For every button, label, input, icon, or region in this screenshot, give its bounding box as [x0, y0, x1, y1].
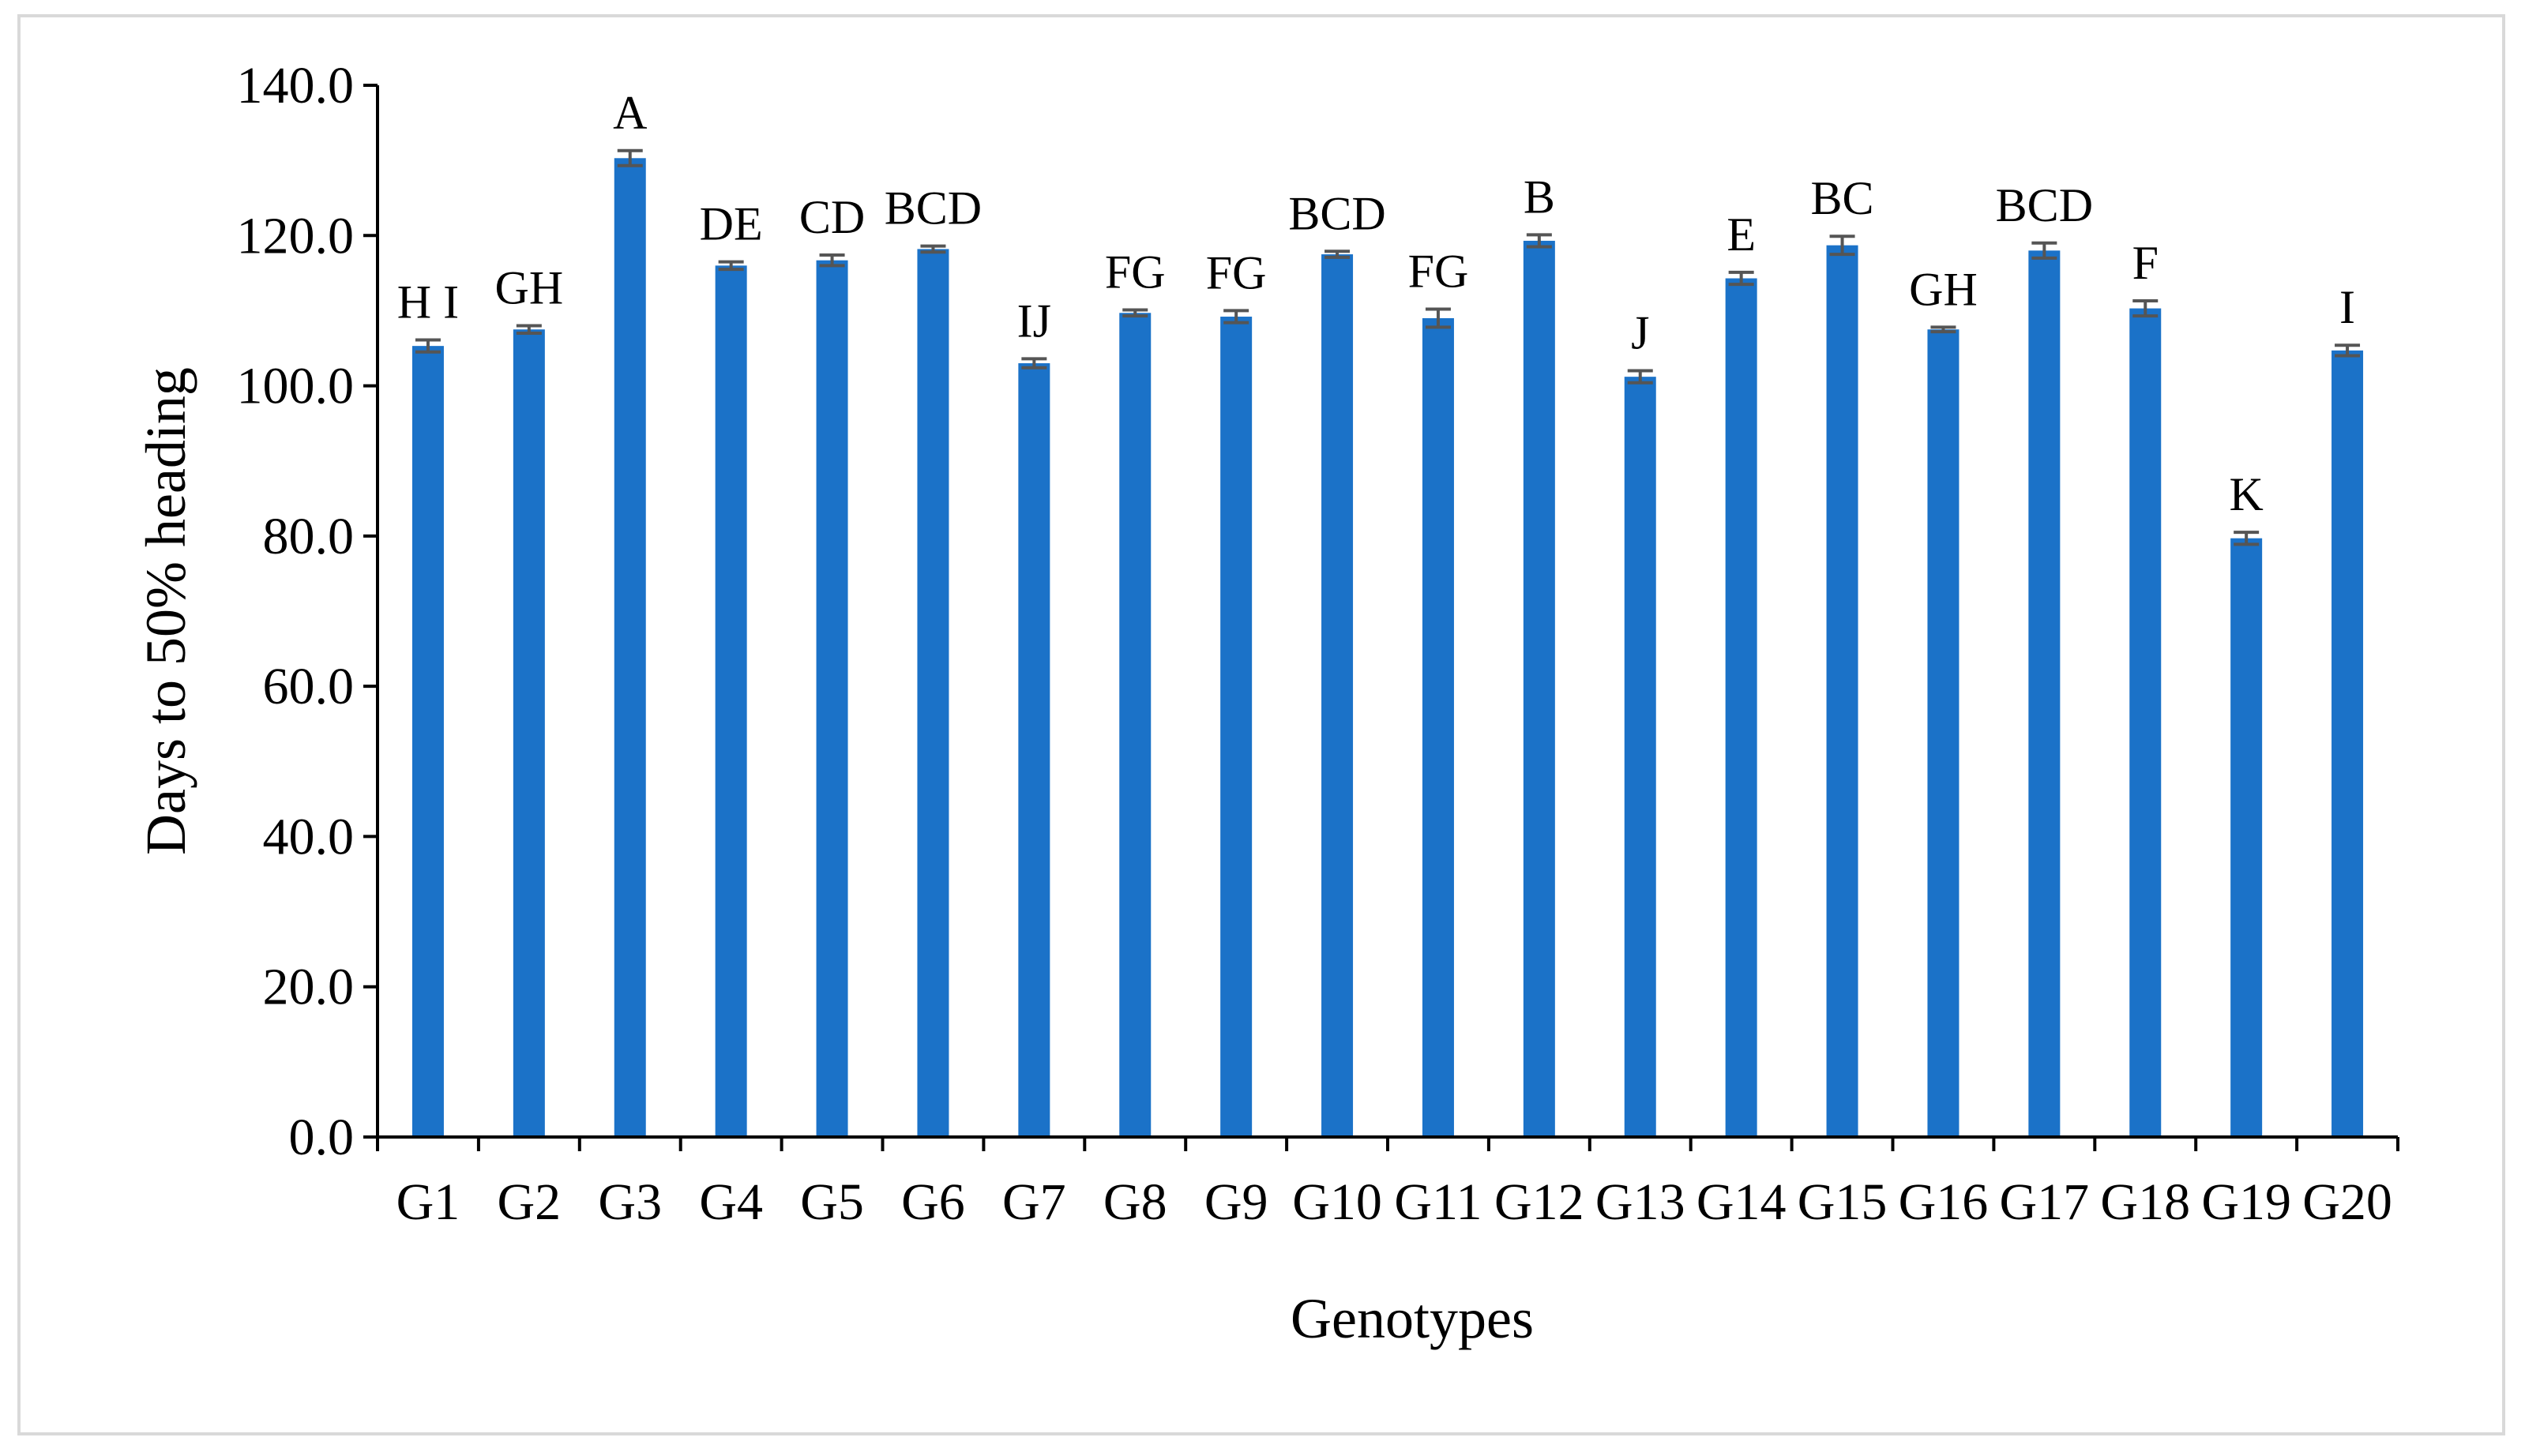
error-bar-g20: [2335, 343, 2361, 358]
bar-g2: [513, 329, 545, 1137]
significance-letter-g4: DE: [700, 198, 763, 250]
bar-g8: [1119, 313, 1152, 1138]
x-tick-label-g13: G13: [1595, 1173, 1685, 1231]
y-tick-label: 40.0: [263, 808, 355, 865]
significance-letter-g13: J: [1631, 307, 1649, 359]
y-tick-label: 140.0: [237, 57, 355, 114]
x-tick-label-g5: G5: [800, 1173, 864, 1231]
error-bar-g5: [819, 253, 845, 268]
x-tick-label-g12: G12: [1494, 1173, 1584, 1231]
y-tick-label: 0.0: [289, 1109, 355, 1166]
x-tick-label-g11: G11: [1394, 1173, 1482, 1231]
significance-letter-g5: CD: [799, 191, 865, 243]
error-bar-g16: [1930, 325, 1956, 334]
x-tick-label-g8: G8: [1103, 1173, 1167, 1231]
significance-letter-g2: GH: [495, 261, 564, 313]
y-tick-label: 60.0: [263, 658, 355, 715]
significance-letter-g16: GH: [1909, 263, 1978, 315]
bar-g16: [1927, 329, 1960, 1137]
significance-letter-g3: A: [613, 87, 647, 139]
error-bar-g6: [920, 244, 946, 254]
error-bar-g12: [1526, 233, 1552, 249]
significance-letter-g19: K: [2229, 468, 2263, 520]
bar-g9: [1220, 317, 1253, 1137]
x-tick-label-g7: G7: [1002, 1173, 1066, 1231]
x-tick-label-g3: G3: [598, 1173, 662, 1231]
significance-letter-g12: B: [1524, 171, 1555, 223]
x-tick-label-g9: G9: [1204, 1173, 1268, 1231]
x-axis-title: Genotypes: [1291, 1287, 1534, 1350]
error-bar-g11: [1425, 307, 1451, 329]
y-axis-title: Days to 50% heading: [134, 367, 197, 855]
error-bar-g15: [1829, 235, 1855, 257]
y-tick-labels: 0.0 20.0 40.0 60.0 80.0 100.0 120.0 140.0: [237, 57, 355, 1166]
error-bar-g9: [1223, 309, 1249, 325]
bar-g14: [1725, 278, 1757, 1138]
x-tick-label-g1: G1: [396, 1173, 460, 1231]
error-bar-g7: [1021, 357, 1047, 370]
error-bar-g19: [2234, 531, 2260, 546]
significance-letters-layer: H I GH A DE CD BCD IJ FG FG BCD FG B J E BC GH BCD F K I: [397, 87, 2355, 520]
error-bar-g17: [2031, 241, 2057, 260]
y-tick-label: 100.0: [237, 358, 355, 415]
bar-g17: [2028, 250, 2061, 1137]
error-bar-g18: [2132, 299, 2159, 318]
bar-g13: [1624, 377, 1656, 1137]
significance-letter-g11: FG: [1408, 246, 1469, 298]
significance-letter-g18: F: [2132, 237, 2159, 289]
error-bar-g3: [617, 148, 643, 167]
error-bar-g1: [415, 338, 441, 354]
bar-g18: [2129, 308, 2162, 1138]
bar-g4: [715, 265, 747, 1137]
bar-g10: [1321, 254, 1354, 1138]
x-tick-label-g2: G2: [498, 1173, 562, 1231]
y-tick-label: 80.0: [263, 508, 355, 565]
error-bar-g2: [516, 324, 542, 335]
x-tick-label-g6: G6: [901, 1173, 965, 1231]
x-tick-label-g20: G20: [2302, 1173, 2392, 1231]
chart-frame: H I GH A DE CD BCD IJ FG FG BCD FG B J E BC GH BCD F K I 0.…: [17, 14, 2505, 1435]
bar-g3: [614, 158, 646, 1137]
x-tick-label-g18: G18: [2100, 1173, 2190, 1231]
bars-layer: [411, 158, 2364, 1138]
bar-g7: [1018, 363, 1050, 1137]
bar-g15: [1826, 245, 1858, 1137]
significance-letter-g6: BCD: [885, 182, 982, 235]
error-bar-g14: [1728, 270, 1754, 287]
significance-letter-g17: BCD: [1996, 179, 2093, 231]
x-tick-label-g17: G17: [2000, 1173, 2090, 1231]
significance-letter-g10: BCD: [1288, 187, 1385, 239]
error-bars-layer: [415, 148, 2361, 546]
significance-letter-g8: FG: [1105, 246, 1166, 298]
significance-letter-g15: BC: [1811, 172, 1874, 224]
bar-g1: [411, 346, 444, 1137]
error-bar-g10: [1324, 250, 1351, 259]
significance-letter-g14: E: [1727, 208, 1756, 261]
significance-letter-g9: FG: [1206, 246, 1267, 298]
y-tick-label: 20.0: [263, 959, 355, 1016]
bar-g20: [2331, 350, 2364, 1138]
x-tick-label-g10: G10: [1292, 1173, 1382, 1231]
y-tick-label: 120.0: [237, 207, 355, 265]
axes-layer: [363, 84, 2399, 1151]
bar-g5: [816, 260, 848, 1137]
significance-letter-g20: I: [2339, 281, 2355, 333]
x-tick-label-g19: G19: [2201, 1173, 2291, 1231]
x-tick-label-g4: G4: [699, 1173, 763, 1231]
significance-letter-g7: IJ: [1017, 295, 1051, 347]
bar-g11: [1422, 317, 1454, 1137]
bar-chart: H I GH A DE CD BCD IJ FG FG BCD FG B J E BC GH BCD F K I 0.…: [134, 57, 2399, 1350]
error-bar-g8: [1122, 308, 1148, 318]
significance-letter-g1: H I: [397, 276, 459, 328]
bar-g12: [1523, 240, 1555, 1138]
bar-g6: [917, 249, 949, 1138]
x-tick-label-g16: G16: [1899, 1173, 1989, 1231]
error-bar-g4: [718, 260, 744, 272]
error-bar-g13: [1627, 369, 1653, 385]
x-tick-label-g15: G15: [1798, 1173, 1888, 1231]
x-tick-labels: G1 G2 G3 G4 G5 G6 G7 G8 G9 G10 G11 G12 G13 G14 G15 G16 G…: [396, 1173, 2392, 1231]
bar-g19: [2230, 538, 2263, 1137]
x-tick-label-g14: G14: [1696, 1173, 1787, 1231]
